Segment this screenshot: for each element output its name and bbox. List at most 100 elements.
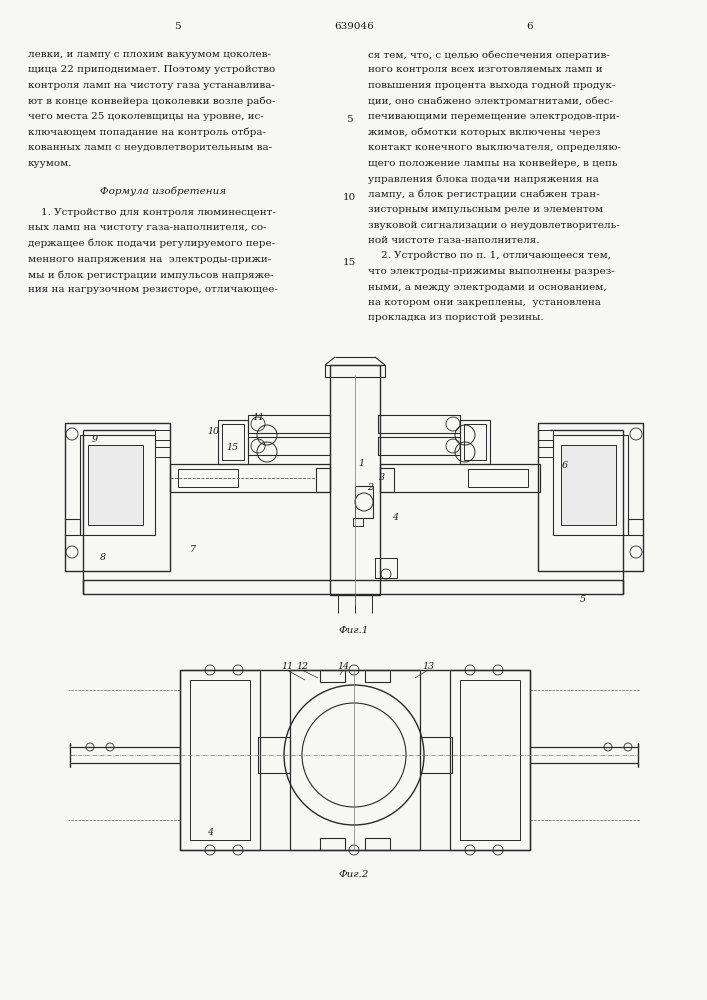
Bar <box>365 838 390 850</box>
Text: что электроды-прижимы выполнены разрез-: что электроды-прижимы выполнены разрез- <box>368 267 615 276</box>
Text: чего места 25 цоколевщицы на уровне, ис-: чего места 25 цоколевщицы на уровне, ис- <box>28 112 264 121</box>
Text: 1: 1 <box>358 458 364 468</box>
Bar <box>320 838 345 850</box>
Bar <box>178 469 238 487</box>
Text: повышения процента выхода годной продук-: повышения процента выхода годной продук- <box>368 81 615 90</box>
Text: 15: 15 <box>226 444 238 452</box>
Bar <box>460 420 490 464</box>
Bar <box>380 468 394 492</box>
Text: 639046: 639046 <box>334 22 374 31</box>
Text: 11: 11 <box>281 662 293 671</box>
Bar <box>180 670 530 850</box>
Text: лампу, а блок регистрации снабжен тран-: лампу, а блок регистрации снабжен тран- <box>368 190 600 199</box>
Bar <box>420 737 452 773</box>
Bar <box>365 670 390 682</box>
Text: 8: 8 <box>100 552 106 562</box>
Text: 6: 6 <box>562 460 568 470</box>
Bar <box>218 420 248 464</box>
Text: ными, а между электродами и основанием,: ными, а между электродами и основанием, <box>368 282 607 292</box>
Bar <box>561 445 616 525</box>
Text: печивающими перемещение электродов-при-: печивающими перемещение электродов-при- <box>368 112 619 121</box>
Bar <box>258 737 290 773</box>
Text: управления блока подачи напряжения на: управления блока подачи напряжения на <box>368 174 599 184</box>
Bar <box>190 680 250 840</box>
Text: звуковой сигнализации о неудовлетворитель-: звуковой сигнализации о неудовлетворител… <box>368 221 620 230</box>
Text: жимов, обмотки которых включены через: жимов, обмотки которых включены через <box>368 127 600 137</box>
Text: мы и блок регистрации импульсов напряже-: мы и блок регистрации импульсов напряже- <box>28 270 274 279</box>
Text: 7: 7 <box>190 546 196 554</box>
Text: Фиг.2: Фиг.2 <box>339 870 369 879</box>
Text: ного контроля всех изготовляемых ламп и: ного контроля всех изготовляемых ламп и <box>368 66 602 75</box>
Bar <box>320 670 345 682</box>
Text: Формула изобретения: Формула изобретения <box>100 186 226 196</box>
Text: 1. Устройство для контроля люминесцент-: 1. Устройство для контроля люминесцент- <box>28 208 276 217</box>
Text: щего положение лампы на конвейере, в цепь: щего положение лампы на конвейере, в цеп… <box>368 158 617 167</box>
Bar <box>378 415 460 433</box>
Text: 12: 12 <box>296 662 308 671</box>
Text: на котором они закреплены,  установлена: на котором они закреплены, установлена <box>368 298 601 307</box>
Text: 2. Устройство по п. 1, отличающееся тем,: 2. Устройство по п. 1, отличающееся тем, <box>368 251 611 260</box>
Text: ключающем попадание на контроль отбра-: ключающем попадание на контроль отбра- <box>28 127 266 137</box>
Bar <box>330 365 380 595</box>
Text: контроля ламп на чистоту газа устанавлива-: контроля ламп на чистоту газа устанавлив… <box>28 81 275 90</box>
Text: 9: 9 <box>92 436 98 444</box>
Text: 4: 4 <box>392 514 398 522</box>
Bar <box>65 423 170 571</box>
Bar <box>155 447 170 457</box>
Bar <box>80 435 155 535</box>
Bar <box>538 423 643 571</box>
Text: ся тем, что, с целью обеспечения оператив-: ся тем, что, с целью обеспечения операти… <box>368 50 610 60</box>
Text: 6: 6 <box>527 22 533 31</box>
Bar <box>325 365 385 377</box>
Bar <box>450 670 530 850</box>
Text: куумом.: куумом. <box>28 158 73 167</box>
Text: 5: 5 <box>174 22 180 31</box>
Bar <box>464 424 486 460</box>
Text: 11: 11 <box>252 412 264 422</box>
Bar <box>378 437 460 455</box>
Bar <box>553 435 628 535</box>
Bar <box>180 670 260 850</box>
Text: менного напряжения на  электроды-прижи-: менного напряжения на электроды-прижи- <box>28 254 271 263</box>
Bar <box>460 680 520 840</box>
Text: ных ламп на чистоту газа-наполнителя, со-: ных ламп на чистоту газа-наполнителя, со… <box>28 224 267 232</box>
Bar <box>316 468 330 492</box>
Bar <box>538 447 553 457</box>
Bar <box>468 469 528 487</box>
Bar <box>88 445 143 525</box>
Bar <box>538 430 553 440</box>
Text: 5: 5 <box>346 115 352 124</box>
Text: левки, и лампу с плохим вакуумом цоколев-: левки, и лампу с плохим вакуумом цоколев… <box>28 50 271 59</box>
Text: 5: 5 <box>580 595 586 604</box>
Text: ции, оно снабжено электромагнитами, обес-: ции, оно снабжено электромагнитами, обес… <box>368 97 613 106</box>
Bar <box>375 558 397 578</box>
Text: контакт конечного выключателя, определяю-: контакт конечного выключателя, определяю… <box>368 143 621 152</box>
Text: 10: 10 <box>342 193 356 202</box>
Bar <box>355 486 373 518</box>
Text: ной чистоте газа-наполнителя.: ной чистоте газа-наполнителя. <box>368 236 539 245</box>
Bar <box>248 415 330 433</box>
Text: 13: 13 <box>422 662 434 671</box>
Bar <box>155 430 170 440</box>
Bar <box>380 464 540 492</box>
Text: 15: 15 <box>342 258 356 267</box>
Text: прокладка из пористой резины.: прокладка из пористой резины. <box>368 314 544 322</box>
Text: 4: 4 <box>207 828 213 837</box>
Text: ния на нагрузочном резисторе, отличающее-: ния на нагрузочном резисторе, отличающее… <box>28 286 278 294</box>
Text: 2: 2 <box>367 483 373 491</box>
Text: 3: 3 <box>379 474 385 483</box>
Bar <box>83 580 623 594</box>
Text: держащее блок подачи регулируемого пере-: держащее блок подачи регулируемого пере- <box>28 239 275 248</box>
Bar <box>248 437 330 455</box>
Text: кованных ламп с неудовлетворительным ва-: кованных ламп с неудовлетворительным ва- <box>28 143 272 152</box>
Text: щица 22 приподнимает. Поэтому устройство: щица 22 приподнимает. Поэтому устройство <box>28 66 275 75</box>
Text: ют в конце конвейера цоколевки возле рабо-: ют в конце конвейера цоколевки возле раб… <box>28 97 275 106</box>
Text: 14: 14 <box>337 662 349 671</box>
Bar <box>222 424 244 460</box>
Text: зисторным импульсным реле и элементом: зисторным импульсным реле и элементом <box>368 205 603 214</box>
Text: 10: 10 <box>207 428 219 436</box>
Bar <box>170 464 330 492</box>
Text: Фиг.1: Фиг.1 <box>339 626 369 635</box>
Bar <box>353 518 363 526</box>
Bar <box>290 670 420 850</box>
